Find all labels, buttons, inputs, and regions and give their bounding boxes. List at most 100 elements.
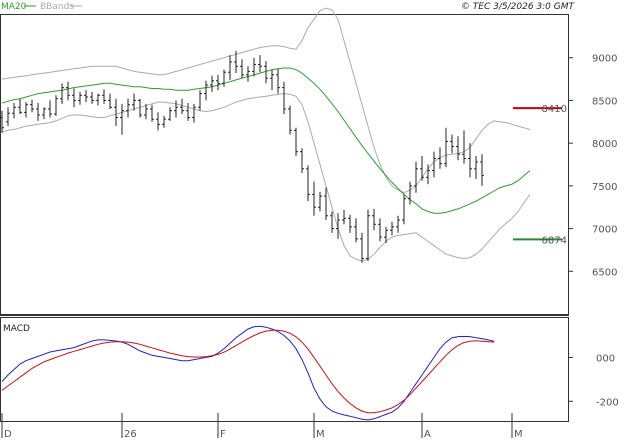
resistance-level-label: 8410 (542, 104, 567, 115)
y-tick-label: 7500 (592, 182, 617, 193)
ohlc-bar (366, 209, 370, 262)
y-tick-label: 000 (596, 353, 615, 364)
ohlc-bar (246, 66, 250, 82)
ohlc-bar (36, 102, 40, 121)
bband-lower-line (1, 93, 531, 262)
y-tick-label: 6500 (592, 267, 617, 278)
ohlc-bar (24, 102, 28, 118)
ohlc-bar (318, 191, 322, 212)
ohlc-bar (240, 59, 244, 79)
ohlc-bar (282, 81, 286, 115)
chart-legend: MA20 BBands (1, 2, 82, 12)
ohlc-bar (396, 215, 400, 233)
ohlc-bar (252, 57, 256, 77)
ohlc-bar (336, 213, 340, 239)
x-tick-label: 26 (124, 429, 137, 440)
ohlc-bar (360, 232, 364, 263)
ohlc-bar (48, 100, 52, 118)
ohlc-bar (294, 127, 298, 156)
y-tick-label: 8500 (592, 96, 617, 107)
ohlc-bar (228, 55, 232, 80)
ohlc-bar (378, 218, 382, 242)
ohlc-bar (390, 221, 394, 236)
ohlc-bar (480, 154, 484, 186)
ohlc-bar (408, 181, 412, 205)
x-tick-label: F (220, 429, 226, 440)
ohlc-bar (444, 127, 448, 168)
ohlc-bar (384, 226, 388, 244)
ohlc-bar (330, 211, 334, 233)
ohlc-bar (312, 181, 316, 216)
ohlc-bar (144, 103, 148, 120)
x-tick-label: A (424, 429, 431, 440)
ohlc-bar (234, 50, 238, 74)
ohlc-bar (78, 91, 82, 105)
ohlc-bar (96, 93, 100, 106)
price-panel: 8410 6874 9000 8500 8000 7500 7000 6500 (0, 7, 617, 278)
ohlc-bar (468, 143, 472, 178)
y-tick-label: 8000 (592, 139, 617, 150)
ohlc-bar (258, 55, 262, 73)
ohlc-bar (210, 75, 214, 92)
ohlc-bar (456, 136, 460, 161)
y-tick-label: -200 (596, 397, 619, 408)
ohlc-bar (204, 80, 208, 101)
x-tick-label: M (514, 429, 523, 440)
ohlc-bar (156, 112, 160, 131)
ohlc-bar (54, 95, 58, 116)
ohlc-bar (198, 90, 202, 111)
ohlc-bar (438, 147, 442, 169)
ohlc-bar (0, 110, 4, 133)
bband-upper-line (1, 7, 531, 194)
x-axis: D 26 F M A M (1, 413, 523, 440)
legend-bbands: BBands (40, 2, 74, 12)
ohlc-bar (420, 155, 424, 181)
ohlc-bar (42, 107, 46, 120)
ohlc-bar (288, 105, 292, 135)
ohlc-bar (174, 100, 178, 118)
ohlc-bar (108, 93, 112, 109)
macd-panel-frame (0, 317, 569, 422)
ohlc-bar (306, 165, 310, 202)
ohlc-bar (6, 107, 10, 127)
ohlc-bar (216, 74, 220, 91)
ohlc-bar (30, 99, 34, 113)
y-tick-label: 7000 (592, 225, 617, 236)
ohlc-bar (150, 104, 154, 122)
x-tick-label: M (316, 429, 325, 440)
support-level-label: 6874 (542, 235, 567, 246)
ohlc-bar (426, 164, 430, 185)
ohlc-bar (432, 151, 436, 178)
ohlc-bar (114, 98, 118, 127)
ohlc-bar (372, 208, 376, 231)
ohlc-bar (264, 61, 268, 84)
legend-ma20: MA20 (1, 2, 27, 12)
ohlc-bar (180, 98, 184, 115)
chart-timestamp: © TEC 3/5/2026 3:0 GMT (461, 2, 576, 12)
ohlc-bar (12, 102, 16, 119)
ohlc-bar (162, 115, 166, 128)
macd-title: MACD (3, 324, 30, 334)
signal-line (1, 329, 495, 414)
ohlc-bar (90, 91, 94, 104)
macd-line (1, 325, 495, 421)
ohlc-bar (324, 187, 328, 221)
ohlc-bar (60, 83, 64, 104)
ohlc-bar (126, 98, 130, 118)
ohlc-bar (348, 214, 352, 233)
ohlc-bar (402, 194, 406, 225)
x-tick-label: D (4, 429, 12, 440)
price-panel-frame (0, 14, 569, 315)
ohlc-bar (276, 68, 280, 94)
ohlc-bar (300, 148, 304, 174)
y-tick-label: 9000 (592, 54, 617, 65)
macd-panel: 000 -200 (1, 325, 619, 421)
ohlc-bar (270, 69, 274, 91)
ohlc-bar (138, 98, 142, 118)
ohlc-bar (132, 93, 136, 111)
ohlc-bar (186, 102, 190, 121)
ohlc-bar (84, 90, 88, 103)
ohlc-bar (450, 134, 454, 154)
ohlc-bar (120, 103, 124, 135)
ohlc-bar (168, 107, 172, 121)
